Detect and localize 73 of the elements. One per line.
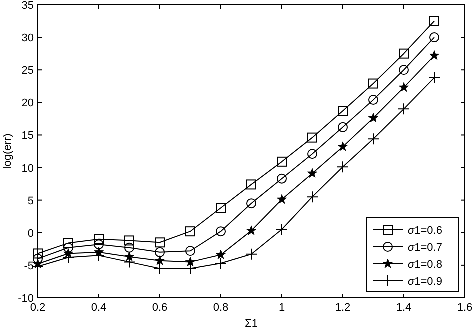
y-tick-label: 30 bbox=[22, 32, 34, 45]
point bbox=[124, 252, 135, 262]
point bbox=[368, 95, 378, 106]
point bbox=[306, 191, 318, 204]
point bbox=[154, 256, 166, 266]
point bbox=[276, 224, 288, 236]
point bbox=[124, 236, 134, 246]
legend-label: σ1=0.8 bbox=[408, 259, 442, 271]
point bbox=[337, 161, 349, 174]
point bbox=[338, 106, 348, 116]
point bbox=[277, 174, 287, 184]
point bbox=[338, 142, 348, 152]
point bbox=[276, 194, 288, 204]
point bbox=[33, 254, 43, 264]
point bbox=[155, 238, 165, 248]
point bbox=[368, 133, 380, 146]
y-tick-label: 15 bbox=[22, 130, 34, 142]
x-tick-label: 0.8 bbox=[213, 302, 229, 314]
legend-label: σ1=0.9 bbox=[408, 276, 442, 288]
x-tick-label: 1.2 bbox=[335, 302, 351, 314]
point bbox=[216, 226, 226, 237]
legend-label: σ1=0.7 bbox=[408, 242, 442, 254]
point bbox=[428, 72, 440, 84]
point bbox=[64, 242, 74, 253]
point bbox=[216, 203, 226, 214]
point bbox=[308, 132, 318, 143]
y-tick-label: 20 bbox=[22, 98, 34, 110]
point bbox=[398, 82, 410, 92]
y-tick-label: 35 bbox=[22, 0, 34, 12]
y-tick-label: -5 bbox=[24, 260, 34, 272]
point bbox=[94, 234, 104, 244]
x-tick-label: 0.2 bbox=[30, 302, 46, 314]
point bbox=[246, 180, 256, 190]
y-tick-label: 5 bbox=[28, 195, 34, 208]
point bbox=[246, 198, 256, 209]
x-tick-label: 1 bbox=[278, 302, 286, 314]
y-axis-title: log(err) bbox=[2, 134, 14, 170]
point bbox=[430, 16, 440, 26]
y-tick-label: 25 bbox=[22, 65, 34, 78]
point bbox=[246, 248, 258, 260]
point bbox=[307, 168, 318, 178]
point bbox=[399, 48, 409, 59]
point bbox=[246, 226, 257, 236]
point bbox=[184, 262, 196, 275]
point bbox=[430, 32, 440, 43]
x-tick-label: 0.6 bbox=[152, 302, 168, 314]
x-axis-title: Σ1 bbox=[245, 318, 258, 330]
point bbox=[399, 65, 409, 76]
point bbox=[186, 226, 196, 237]
point bbox=[277, 156, 287, 167]
point bbox=[216, 250, 226, 260]
point bbox=[215, 257, 227, 270]
x-tick-label: 1.6 bbox=[457, 302, 473, 314]
point bbox=[338, 122, 348, 132]
point bbox=[398, 103, 410, 116]
point bbox=[429, 50, 440, 60]
point bbox=[33, 248, 43, 259]
y-tick-label: 0 bbox=[28, 228, 34, 240]
point bbox=[185, 256, 196, 266]
y-tick-label: -10 bbox=[18, 293, 34, 305]
point bbox=[124, 242, 134, 253]
point bbox=[154, 262, 166, 275]
x-tick-label: 1.4 bbox=[396, 302, 412, 314]
point bbox=[186, 246, 196, 256]
x-tick-label: 0.4 bbox=[91, 302, 107, 314]
point bbox=[368, 113, 379, 123]
point bbox=[308, 149, 318, 160]
legend-label: σ1=0.6 bbox=[408, 225, 442, 237]
point bbox=[368, 78, 378, 89]
point bbox=[155, 247, 165, 258]
point bbox=[64, 238, 74, 248]
point bbox=[94, 240, 104, 250]
y-tick-label: 10 bbox=[22, 162, 34, 175]
